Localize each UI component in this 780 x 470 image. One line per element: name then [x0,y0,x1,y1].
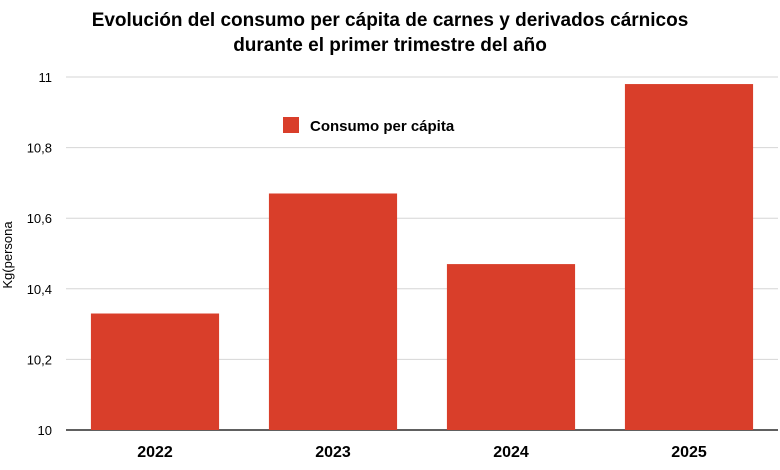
x-tick-label: 2022 [137,444,173,461]
bar-chart: 10 10,2 10,4 10,6 10,8 11 2022 2023 2024 2025 Kg… [0,0,780,470]
bar-2025 [625,84,753,430]
legend: Consumo per cápita [283,117,455,135]
y-tick-label: 11 [39,70,53,85]
legend-swatch [283,117,299,133]
bars [91,84,753,430]
legend-label: Consumo per cápita [310,118,455,135]
bar-2023 [269,193,397,430]
bar-2022 [91,314,219,430]
y-tick-label: 10,2 [27,352,52,367]
x-tick-label: 2024 [493,444,529,461]
x-tick-label: 2023 [315,444,351,461]
y-tick-label: 10,8 [27,141,52,156]
y-tick-label: 10 [38,423,52,438]
y-tick-labels: 10 10,2 10,4 10,6 10,8 11 [27,70,52,438]
y-axis-label: Kg(persona [0,221,15,289]
x-tick-label: 2025 [671,444,707,461]
y-tick-label: 10,4 [27,282,52,297]
y-tick-label: 10,6 [27,211,52,226]
bar-2024 [447,264,575,430]
x-tick-labels: 2022 2023 2024 2025 [137,444,707,461]
